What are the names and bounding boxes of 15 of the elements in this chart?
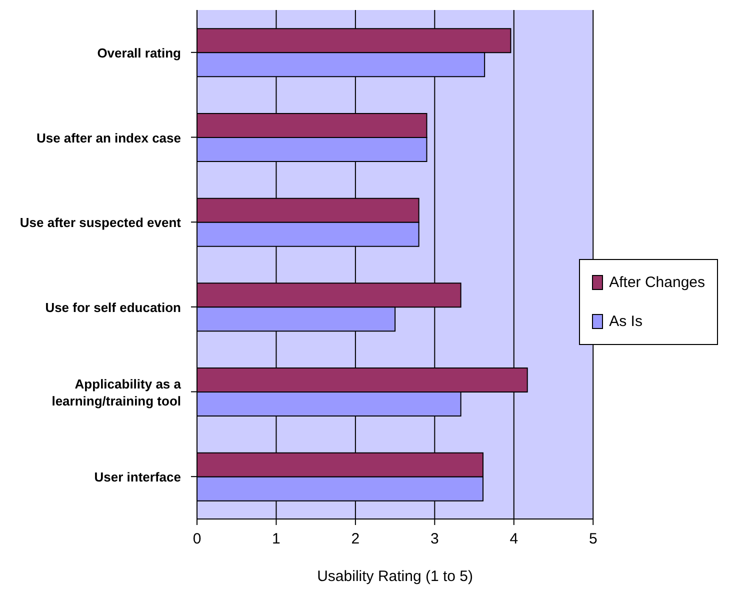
x-tick-label: 2 <box>351 530 360 548</box>
y-tick-label: User interface <box>94 469 181 484</box>
x-tick-label: 1 <box>272 530 280 548</box>
y-tick-label: Use for self education <box>45 299 182 314</box>
x-tick-label: 3 <box>430 530 439 548</box>
x-tick-label: 4 <box>510 530 518 548</box>
x-tick-label: 0 <box>192 530 202 548</box>
legend-label: After Changes <box>609 274 705 290</box>
x-axis-title: Usability Rating (1 to 5) <box>317 568 474 585</box>
legend-label: As Is <box>609 312 642 330</box>
y-tick-label: Use after suspected event <box>20 214 182 230</box>
x-tick-label: 5 <box>588 530 598 548</box>
y-tick-label: Overall rating <box>97 44 182 60</box>
y-tick-label: Use after an index case <box>36 130 181 145</box>
y-tick-label: Applicability as a learning/training tool <box>52 376 182 408</box>
